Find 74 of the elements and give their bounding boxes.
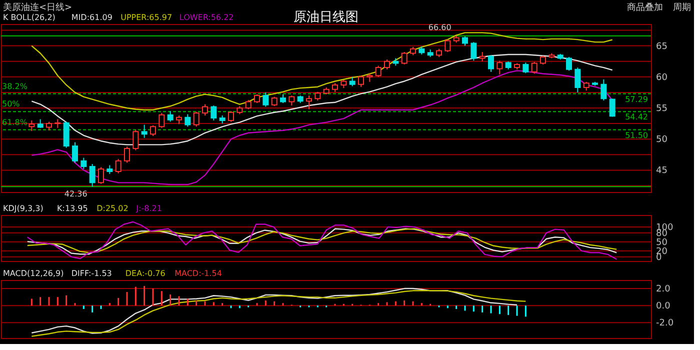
candlestick <box>210 105 217 121</box>
candlestick <box>358 75 364 88</box>
text: DEA:-0.76 <box>125 269 166 278</box>
y-tick-label: 50 <box>656 135 668 146</box>
text: MACD:-1.54 <box>174 269 222 278</box>
text: DIFF:-1.53 <box>71 269 112 278</box>
legend-title: K BOLL(26,2) <box>3 13 56 22</box>
y-tick-label: 55 <box>656 104 668 114</box>
annotation: 66.60 <box>428 22 452 32</box>
candlestick <box>98 166 104 184</box>
candlestick <box>115 158 122 174</box>
candlestick <box>375 65 382 78</box>
candlestick <box>132 129 139 151</box>
candlestick <box>496 60 503 75</box>
y-tick-label: 2.0 <box>656 284 671 295</box>
series-label: J:-8.21 <box>135 204 162 213</box>
candlestick <box>488 54 494 72</box>
candlestick <box>349 76 356 87</box>
candlestick <box>574 67 581 93</box>
legend-title: MACD(12,26,9) <box>3 269 64 278</box>
candlestick <box>470 42 477 62</box>
candlestick <box>89 164 96 188</box>
candlestick <box>141 124 148 138</box>
text: LOWER:56.22 <box>179 13 234 22</box>
text: K:13.95 <box>57 204 88 213</box>
text: UPPER:65.97 <box>120 13 172 22</box>
candlestick <box>609 98 616 118</box>
chart-title: 原油日线图 <box>294 9 358 24</box>
candlestick <box>72 142 78 164</box>
text: 周期 <box>673 2 691 13</box>
candlestick <box>28 120 35 132</box>
candlestick <box>566 56 572 72</box>
y-tick-label: 45 <box>656 166 668 176</box>
annotation: 38.2% <box>2 82 28 91</box>
candlestick <box>150 124 156 136</box>
candlestick <box>531 61 538 74</box>
candlestick <box>600 78 607 102</box>
candlestick <box>384 58 390 70</box>
y-tick-label: 65 <box>656 42 668 52</box>
text: MID:61.09 <box>71 13 112 22</box>
candlestick <box>80 157 87 170</box>
y-tick-label: 0.0 <box>656 302 671 312</box>
candlestick <box>288 95 295 106</box>
candlestick <box>401 52 408 65</box>
candlestick <box>63 121 70 148</box>
candlestick <box>124 146 130 164</box>
candlestick <box>522 62 529 74</box>
line-series <box>31 70 613 186</box>
y-tick-label: 60 <box>656 72 668 83</box>
candlestick <box>167 110 174 122</box>
line-series <box>31 32 613 110</box>
legend-title: KDJ(9,3,3) <box>3 204 44 213</box>
candlestick <box>462 36 468 46</box>
line-series <box>26 221 618 260</box>
candlestick <box>202 104 208 116</box>
candlestick <box>262 92 269 108</box>
candlestick <box>193 111 200 128</box>
candlestick <box>245 99 252 110</box>
text: 美原油连<日线> <box>3 2 72 13</box>
ref-line-label: 57.29 <box>625 94 648 104</box>
text: D:25.02 <box>96 204 128 213</box>
candlestick <box>271 96 278 107</box>
y-tick-label: 50 <box>656 238 668 248</box>
annotation: 50% <box>2 100 20 109</box>
candlestick <box>228 110 234 122</box>
candlestick <box>158 112 165 128</box>
candlestick <box>306 95 312 110</box>
ref-line-label: 51.50 <box>625 130 648 140</box>
candlestick <box>184 114 191 128</box>
ref-line-label: 54.42 <box>625 112 648 122</box>
text: 商品叠加 <box>627 2 663 13</box>
y-tick-label: -2.0 <box>656 318 674 329</box>
candlestick <box>479 52 486 62</box>
candlestick <box>444 39 451 52</box>
